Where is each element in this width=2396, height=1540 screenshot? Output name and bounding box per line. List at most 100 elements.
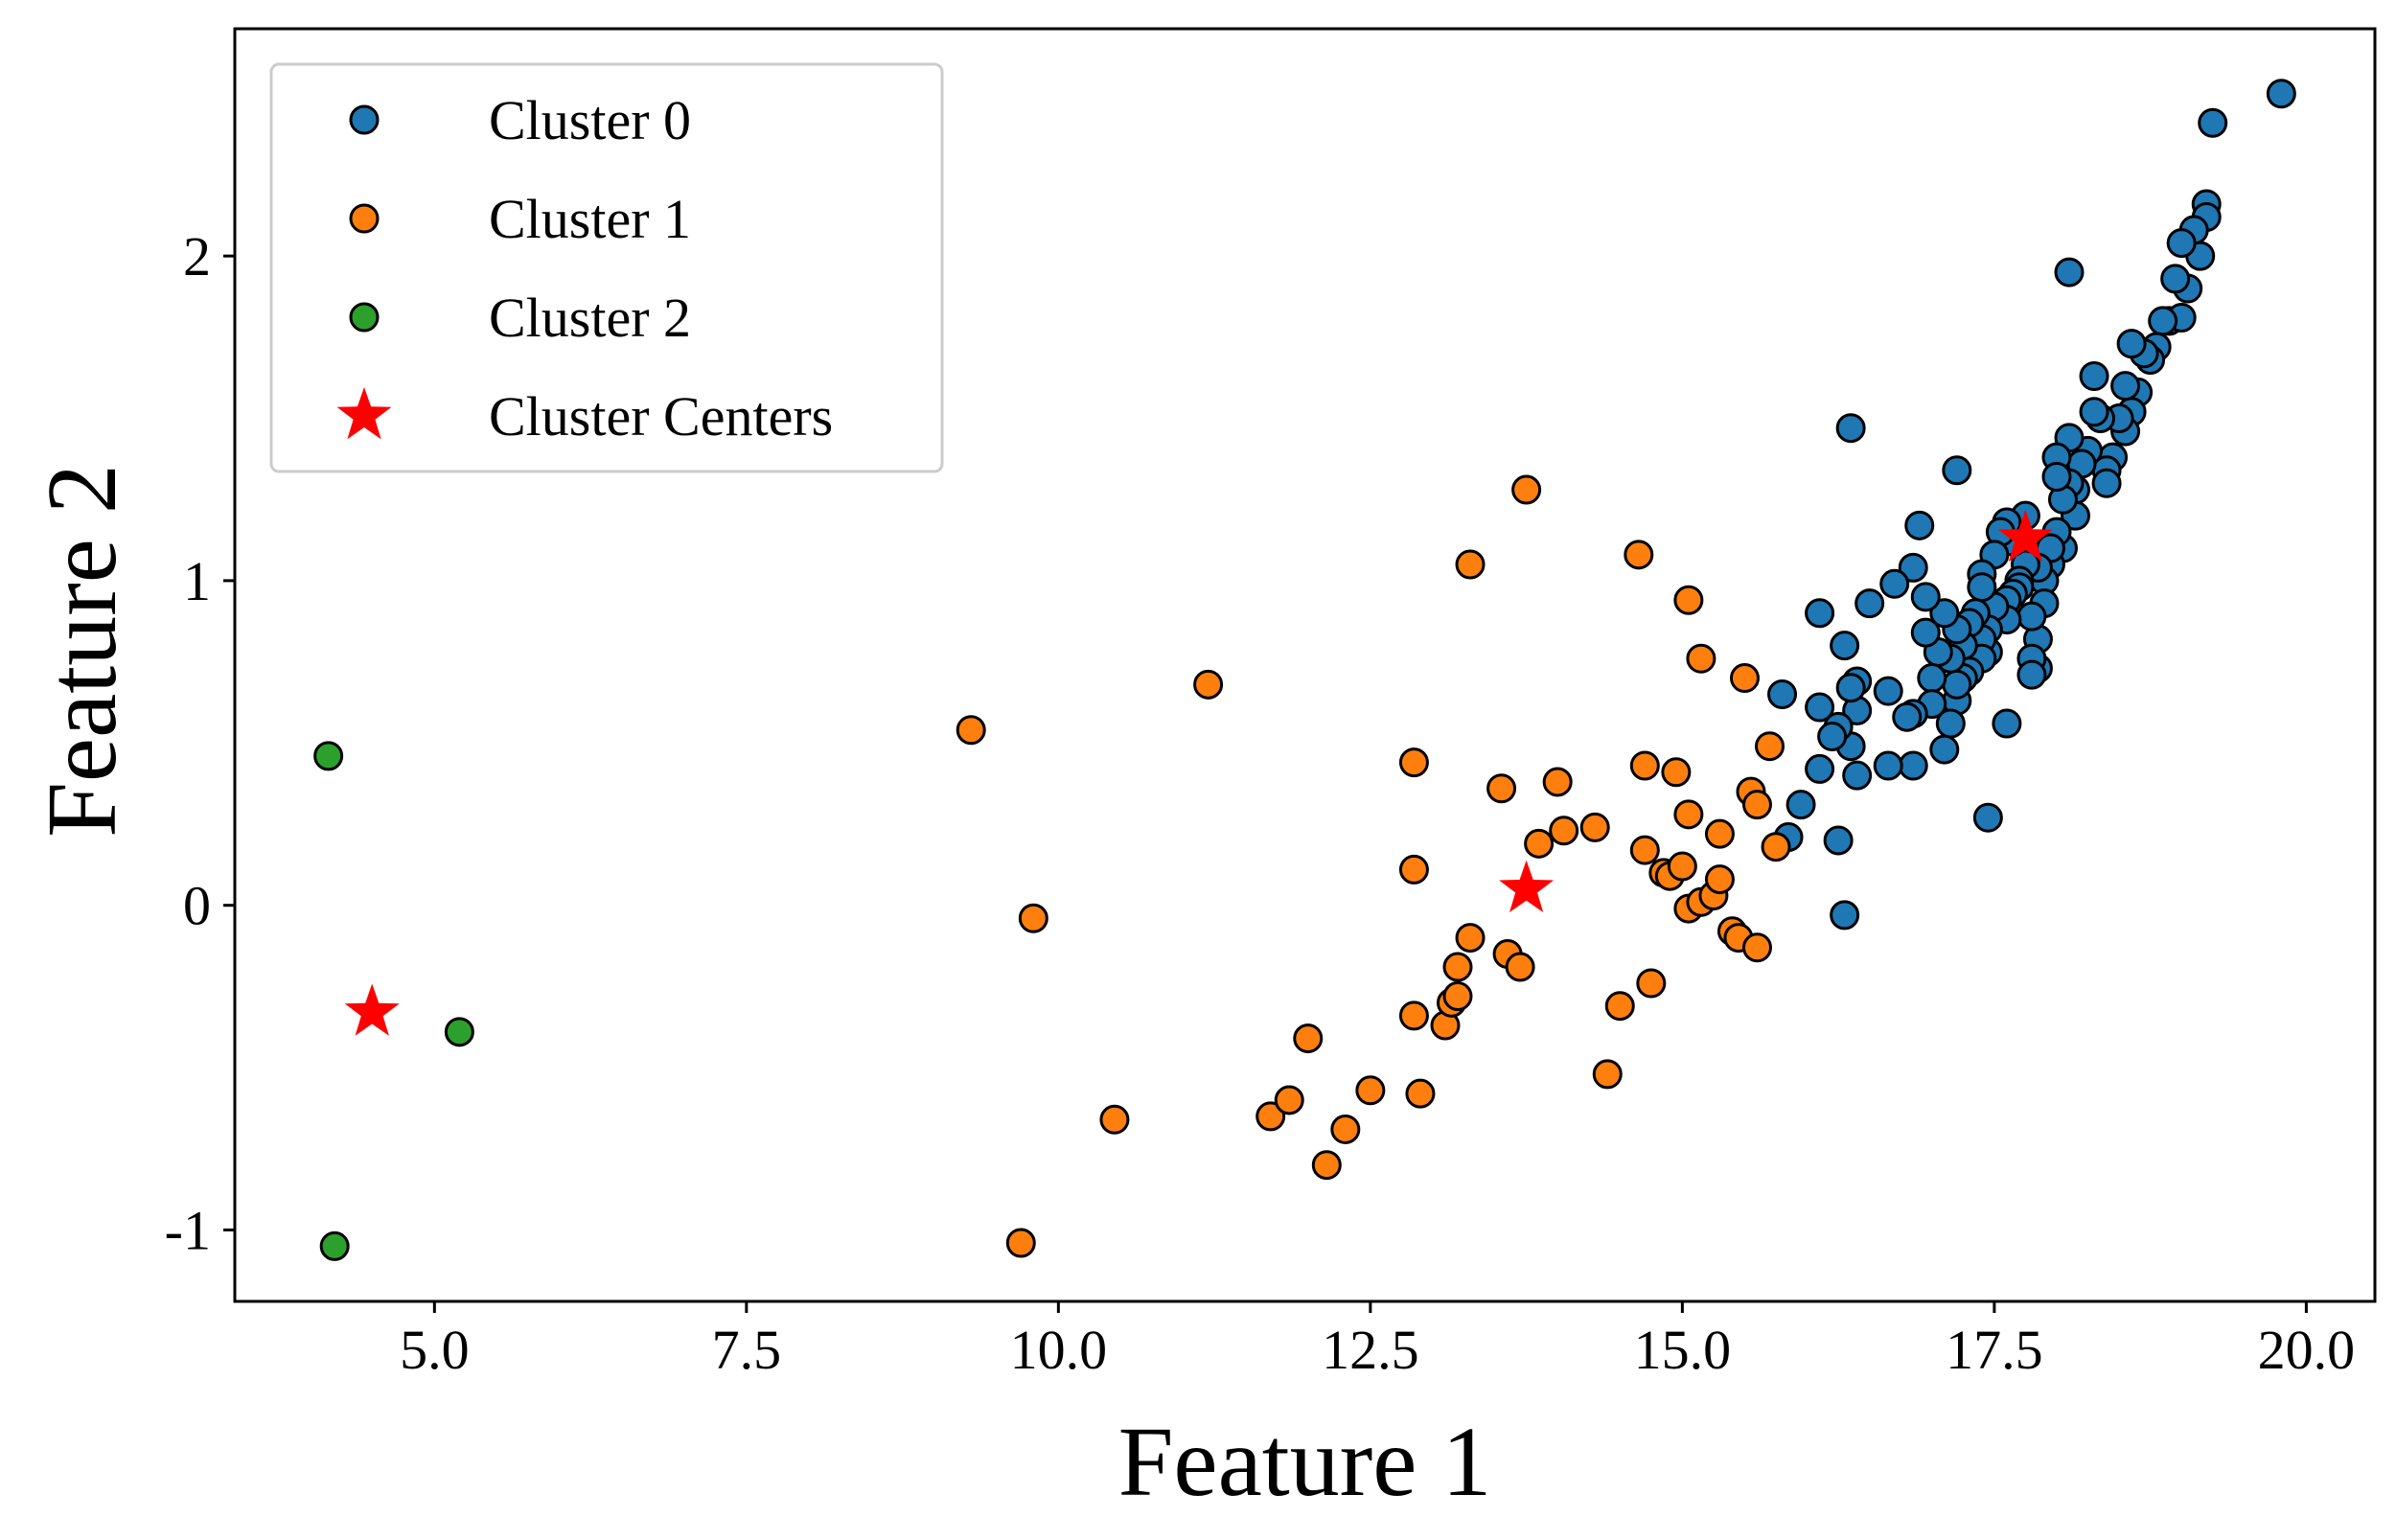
data-point <box>1629 750 1660 781</box>
cluster-center-marker <box>1499 860 1555 912</box>
data-point <box>1405 1078 1436 1109</box>
legend-box <box>269 62 944 473</box>
data-point <box>1805 692 1835 723</box>
data-point <box>1442 952 1473 982</box>
data-point <box>1005 1228 1036 1258</box>
data-point <box>444 1017 474 1047</box>
legend-star-icon <box>336 387 392 440</box>
data-point <box>1879 568 1910 599</box>
legend-circle-icon <box>349 104 380 135</box>
data-point <box>1398 1000 1429 1031</box>
data-point <box>1842 760 1873 791</box>
legend-item-cluster-2: Cluster 2 <box>349 287 691 349</box>
data-point <box>1398 854 1429 885</box>
data-point <box>1486 773 1517 804</box>
data-point <box>1785 790 1816 820</box>
plot-frame <box>233 27 2377 1303</box>
data-point <box>1505 952 1535 982</box>
data-point <box>1673 585 1704 615</box>
data-point <box>1704 864 1735 895</box>
series-cluster-0 <box>1767 79 2296 931</box>
cluster-center-marker <box>344 983 400 1036</box>
data-point <box>1330 1114 1361 1144</box>
data-point <box>1917 663 1947 694</box>
cluster-center-marker <box>1997 509 2053 563</box>
data-point <box>1667 851 1697 882</box>
data-point <box>1929 734 1960 765</box>
data-point <box>2116 329 2147 359</box>
data-point <box>1805 598 1835 629</box>
data-point <box>1704 818 1735 849</box>
data-point <box>1455 549 1486 580</box>
x-tick-label: 15.0 <box>1634 1319 1732 1381</box>
data-point <box>1355 1075 1386 1106</box>
data-point <box>1592 1059 1623 1090</box>
series-cluster-2 <box>313 741 474 1261</box>
data-point <box>1942 455 1972 486</box>
data-point <box>2041 462 2072 493</box>
legend-label: Cluster 0 <box>489 89 691 151</box>
legend-item-cluster-centers: Cluster Centers <box>336 385 833 448</box>
data-point <box>1636 968 1667 999</box>
data-point <box>1898 750 1928 781</box>
data-point <box>1830 631 1860 661</box>
x-tick-label: 10.0 <box>1010 1319 1108 1381</box>
legend-item-cluster-1: Cluster 1 <box>349 188 691 250</box>
legend-items: Cluster 0 Cluster 1 Cluster 2 Cluster Cente… <box>336 89 833 448</box>
data-point <box>2160 264 2191 294</box>
data-point <box>1835 413 1866 444</box>
data-point <box>1855 588 1885 619</box>
x-axis-ticks: 5.0 7.5 10.0 12.5 15.0 17.5 20.0 <box>400 1301 2355 1381</box>
x-tick-label: 17.5 <box>1946 1319 2043 1381</box>
x-tick-label: 12.5 <box>1322 1319 1419 1381</box>
data-point <box>1455 923 1486 954</box>
data-point <box>1099 1104 1130 1135</box>
y-tick-label: 2 <box>183 225 211 287</box>
data-point <box>1604 991 1635 1022</box>
series-cluster-centers <box>344 509 2053 1036</box>
legend-circle-icon <box>349 302 380 333</box>
data-point <box>1661 757 1692 788</box>
data-point <box>1910 582 1941 612</box>
data-point <box>1442 981 1473 1012</box>
data-point <box>319 1230 350 1261</box>
data-point <box>1629 835 1660 865</box>
data-point <box>1835 673 1866 703</box>
y-axis-title: Feature 2 <box>27 464 137 838</box>
legend-label: Cluster Centers <box>489 385 833 448</box>
legend-item-cluster-0: Cluster 0 <box>349 89 691 151</box>
data-point <box>1817 722 1848 752</box>
data-point <box>2079 360 2109 391</box>
data-point <box>1755 731 1785 762</box>
data-point <box>1729 663 1760 694</box>
data-point <box>1549 816 1579 846</box>
data-point <box>1686 643 1716 674</box>
data-point <box>1741 790 1772 820</box>
data-point <box>1018 903 1048 933</box>
data-point <box>1972 802 2003 833</box>
data-point <box>1942 669 1972 700</box>
data-point <box>1398 747 1429 778</box>
y-tick-label: 0 <box>183 875 211 937</box>
data-point <box>1511 474 1542 505</box>
series-cluster-1 <box>956 474 1791 1258</box>
data-point <box>1805 753 1835 784</box>
data-point <box>1741 932 1772 963</box>
data-point <box>1898 552 1928 583</box>
data-point <box>1761 832 1791 862</box>
x-axis-title: Feature 1 <box>1118 1407 1492 1517</box>
x-tick-label: 7.5 <box>712 1319 782 1381</box>
data-point <box>1873 750 1903 781</box>
legend-circle-icon <box>349 203 380 234</box>
data-point <box>1542 767 1573 797</box>
data-point <box>2148 306 2178 336</box>
data-point <box>1873 676 1903 706</box>
data-point <box>1624 540 1654 570</box>
data-point <box>1910 617 1941 648</box>
data-point <box>2091 468 2122 498</box>
data-point <box>956 715 986 746</box>
data-point <box>1929 598 1960 629</box>
data-point <box>1579 812 1610 842</box>
data-point <box>2054 257 2085 287</box>
